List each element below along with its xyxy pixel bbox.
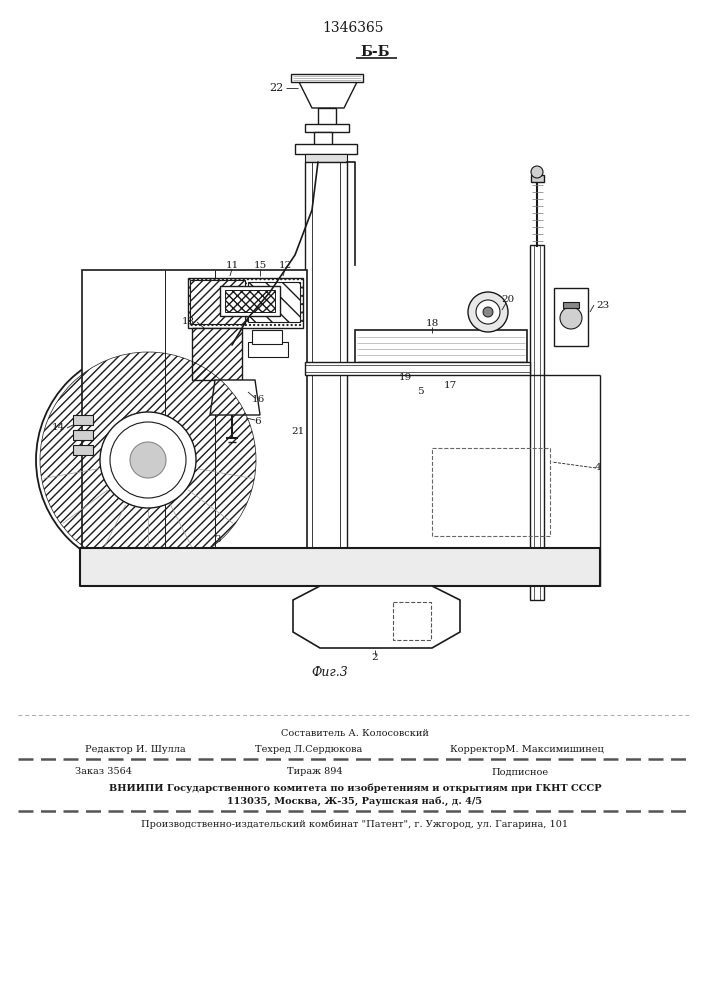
Text: Производственно-издательский комбинат "Патент", г. Ужгород, ул. Гагарина, 101: Производственно-издательский комбинат "П… <box>141 819 568 829</box>
Bar <box>248 282 300 322</box>
Bar <box>188 278 303 328</box>
Text: 2: 2 <box>372 654 378 662</box>
Bar <box>318 108 336 126</box>
Bar <box>554 288 588 346</box>
Text: 21: 21 <box>291 428 305 436</box>
Bar <box>80 548 600 586</box>
Text: 6: 6 <box>255 418 262 426</box>
Text: Составитель А. Колосовский: Составитель А. Колосовский <box>281 728 429 738</box>
Bar <box>73 430 93 440</box>
Text: Редактор И. Шулла: Редактор И. Шулла <box>85 744 186 754</box>
Circle shape <box>110 422 186 498</box>
Text: Тираж 894: Тираж 894 <box>287 768 343 776</box>
Bar <box>192 328 242 380</box>
Text: 3: 3 <box>215 536 221 544</box>
Text: 15: 15 <box>253 261 267 270</box>
Text: 113035, Москва, Ж-35, Раушская наб., д. 4/5: 113035, Москва, Ж-35, Раушская наб., д. … <box>228 796 483 806</box>
Polygon shape <box>298 80 358 108</box>
Bar <box>73 415 93 425</box>
Bar <box>252 330 282 344</box>
Circle shape <box>100 412 196 508</box>
Polygon shape <box>293 586 460 648</box>
Text: 11: 11 <box>226 261 239 270</box>
Text: 16: 16 <box>252 395 264 404</box>
Bar <box>73 445 93 455</box>
Bar <box>225 290 275 312</box>
Circle shape <box>560 307 582 329</box>
Text: 22: 22 <box>270 83 284 93</box>
Text: 13: 13 <box>182 318 195 326</box>
Bar <box>531 175 544 182</box>
Text: 17: 17 <box>443 380 457 389</box>
Bar <box>355 330 527 372</box>
Text: 18: 18 <box>426 318 438 328</box>
Circle shape <box>36 348 260 572</box>
Text: 5: 5 <box>416 387 423 396</box>
Bar <box>305 362 530 375</box>
Bar <box>530 245 544 600</box>
Bar <box>82 270 307 555</box>
Circle shape <box>130 442 166 478</box>
Text: 23: 23 <box>596 300 609 310</box>
Bar <box>432 448 550 536</box>
Text: 14: 14 <box>52 424 65 432</box>
Circle shape <box>468 292 508 332</box>
Bar <box>563 302 579 308</box>
Text: 1346365: 1346365 <box>322 21 384 35</box>
Text: ВНИИПИ Государственного комитета по изобретениям и открытиям при ГКНТ СССР: ВНИИПИ Государственного комитета по изоб… <box>109 783 602 793</box>
Bar <box>322 588 430 646</box>
Bar <box>291 74 363 82</box>
Circle shape <box>476 300 500 324</box>
Circle shape <box>483 307 493 317</box>
Text: КорректорМ. Максимишинец: КорректорМ. Максимишинец <box>450 744 604 754</box>
Text: Техред Л.Сердюкова: Техред Л.Сердюкова <box>255 744 362 754</box>
Text: Подписное: Подписное <box>491 768 549 776</box>
Bar <box>314 132 332 146</box>
Bar <box>295 144 357 154</box>
Circle shape <box>531 166 543 178</box>
Bar <box>248 342 288 357</box>
Text: 12: 12 <box>279 261 291 270</box>
Text: Фиг.3: Фиг.3 <box>312 666 349 678</box>
Text: 4: 4 <box>595 464 602 473</box>
Bar <box>305 162 347 572</box>
Bar <box>393 602 431 640</box>
Bar <box>305 154 347 162</box>
Bar <box>305 124 349 132</box>
Polygon shape <box>210 380 260 415</box>
Text: Б-Б: Б-Б <box>361 45 390 59</box>
Text: 19: 19 <box>398 373 411 382</box>
Bar <box>220 286 280 316</box>
Text: Заказ 3564: Заказ 3564 <box>75 768 132 776</box>
Bar <box>190 280 245 324</box>
Text: 20: 20 <box>501 296 515 304</box>
